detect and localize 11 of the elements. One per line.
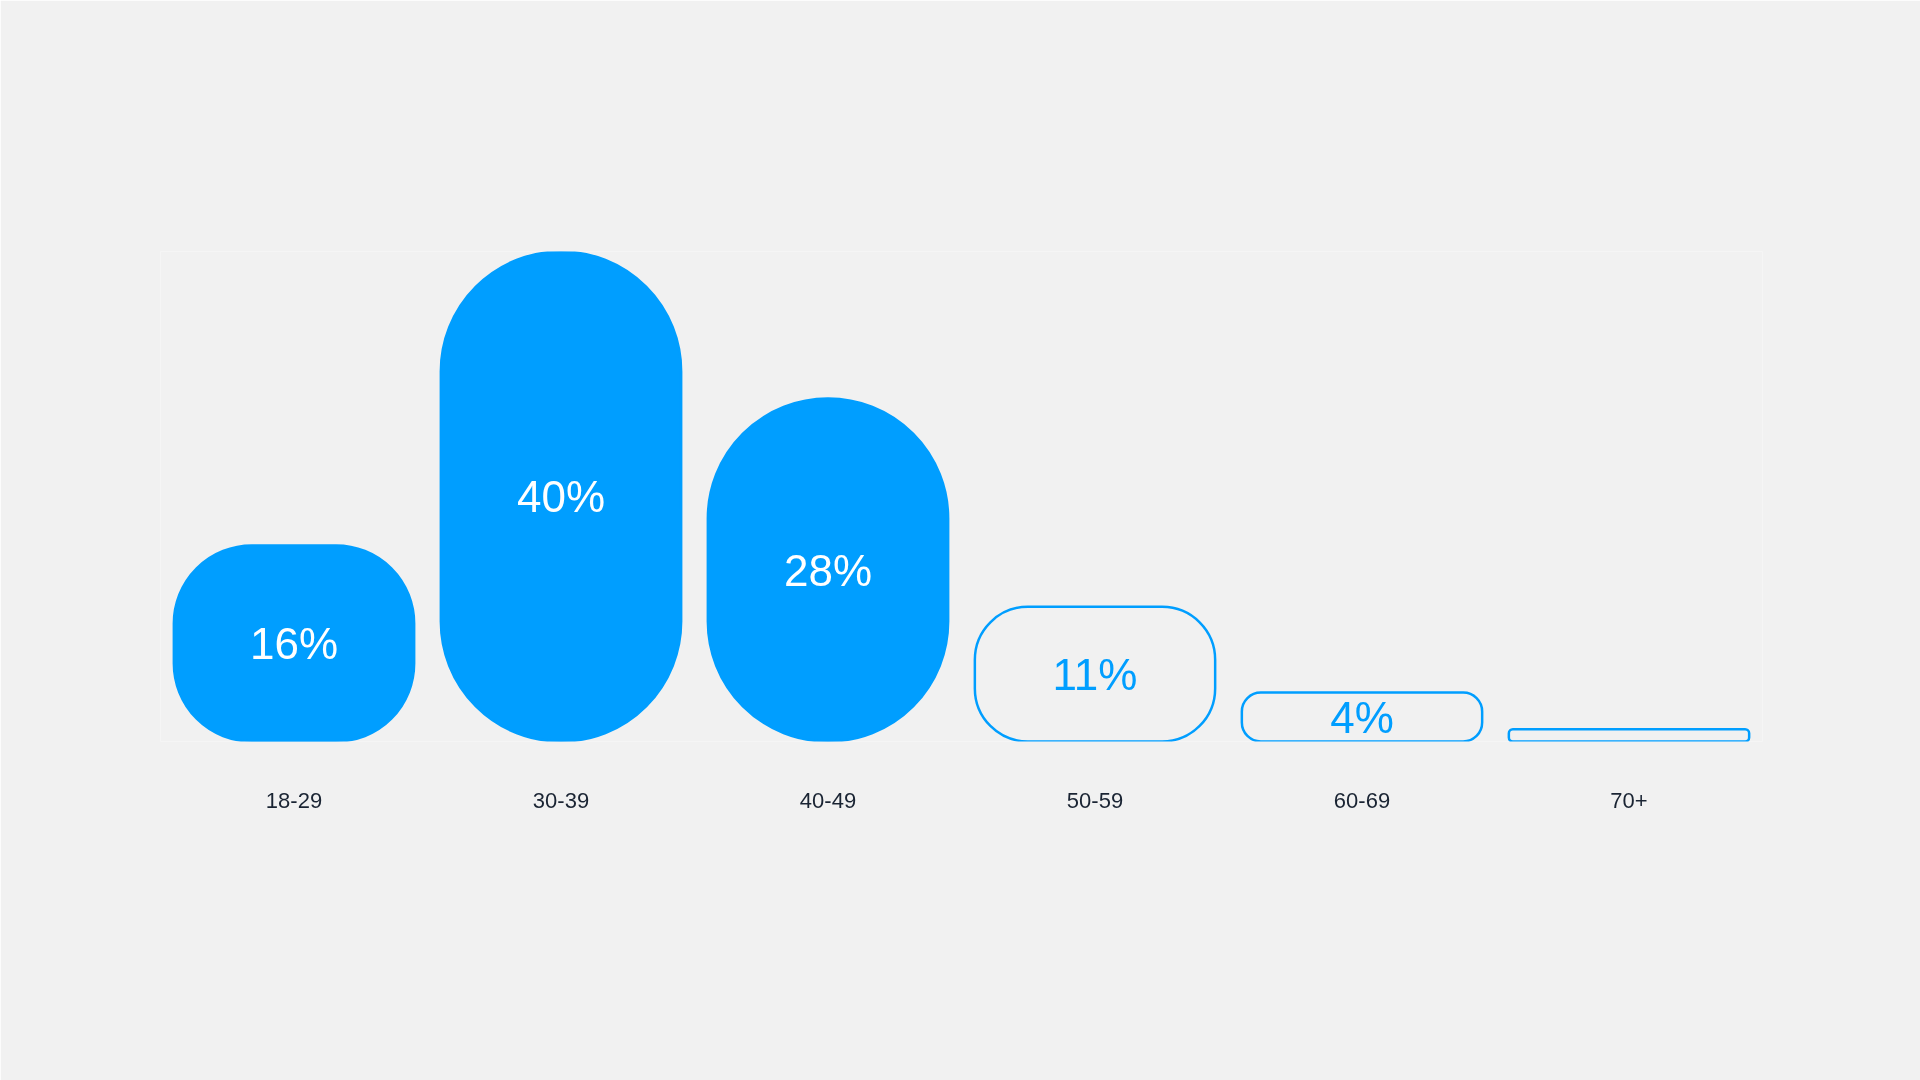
x-tick-label: 30-39 bbox=[532, 787, 590, 813]
data-label: 16% bbox=[249, 619, 339, 668]
x-tick-label: 60-69 bbox=[1333, 787, 1391, 813]
x-tick-label: 40-49 bbox=[799, 787, 857, 813]
x-tick-label: 18-29 bbox=[265, 787, 323, 813]
data-label: 4% bbox=[1330, 692, 1394, 742]
data-label: 40% bbox=[516, 472, 606, 521]
x-tick-label: 70+ bbox=[1610, 787, 1648, 813]
x-tick-label: 50-59 bbox=[1066, 787, 1124, 813]
data-label: 11% bbox=[1052, 649, 1138, 699]
data-label: 28% bbox=[783, 545, 873, 595]
